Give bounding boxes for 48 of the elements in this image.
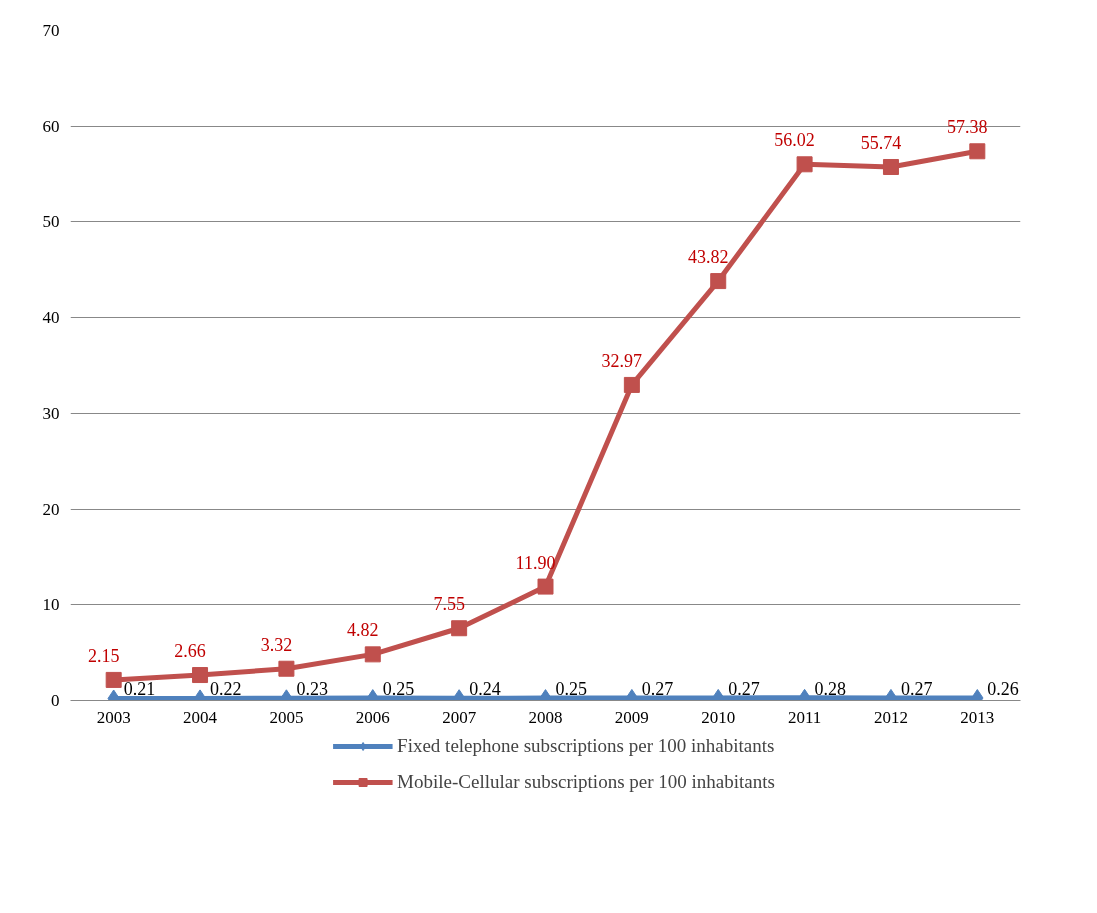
y-tick-label: 30 [42, 403, 60, 423]
point [710, 273, 727, 290]
y-tick-label: 50 [42, 212, 60, 232]
data-label: 55.74 [860, 132, 902, 153]
data-label: 56.02 [774, 130, 815, 151]
x-tick-label: 2007 [442, 707, 477, 727]
x-tick-label: 2013 [960, 707, 995, 727]
x-tick-label: 2003 [96, 707, 131, 727]
y-tick-label: 0 [51, 691, 60, 710]
data-label: 3.32 [260, 634, 293, 655]
point [882, 158, 899, 175]
data-label: 2.15 [87, 645, 120, 666]
point [969, 143, 986, 160]
data-label: 0.27 [900, 678, 933, 699]
x-tick-label: 2012 [873, 707, 908, 727]
data-label: 0.25 [382, 679, 415, 700]
data-label: 11.90 [515, 552, 556, 573]
data-label: 32.97 [601, 350, 643, 371]
x-tick-label: 2006 [355, 707, 390, 727]
y-tick-label: 10 [42, 595, 60, 615]
legend-label: Fixed telephone subscriptions per 100 inhabitants [397, 735, 775, 757]
data-label: 0.22 [210, 679, 242, 700]
x-tick-label: 2009 [614, 707, 649, 727]
x-tick-label: 2004 [183, 707, 218, 727]
data-label: 7.55 [433, 594, 465, 615]
data-label: 0.24 [469, 679, 501, 700]
x-tick-label: 2011 [787, 707, 822, 727]
y-tick-label: 70 [42, 21, 60, 40]
data-label: 0.26 [987, 679, 1019, 700]
y-tick-label: 60 [42, 116, 60, 136]
x-tick-label: 2005 [269, 707, 304, 727]
data-label: 2.66 [174, 641, 206, 662]
point [796, 156, 813, 173]
data-label: 0.28 [814, 678, 847, 699]
x-tick-label: 2008 [528, 707, 563, 727]
data-label: 0.27 [728, 678, 760, 699]
data-label: 0.27 [641, 678, 674, 699]
data-label: 43.82 [687, 247, 729, 268]
x-tick-label: 2010 [701, 707, 736, 727]
point [623, 376, 640, 393]
y-tick-label: 40 [42, 308, 60, 328]
y-tick-label: 20 [42, 499, 60, 519]
data-label: 0.23 [296, 679, 328, 700]
data-label: 0.25 [555, 679, 587, 700]
data-label: 57.38 [947, 117, 988, 138]
data-label: 0.21 [123, 679, 156, 700]
legend-label: Mobile-Cellular subscriptions per 100 inhabitants [397, 771, 775, 793]
data-label: 4.82 [347, 620, 379, 641]
